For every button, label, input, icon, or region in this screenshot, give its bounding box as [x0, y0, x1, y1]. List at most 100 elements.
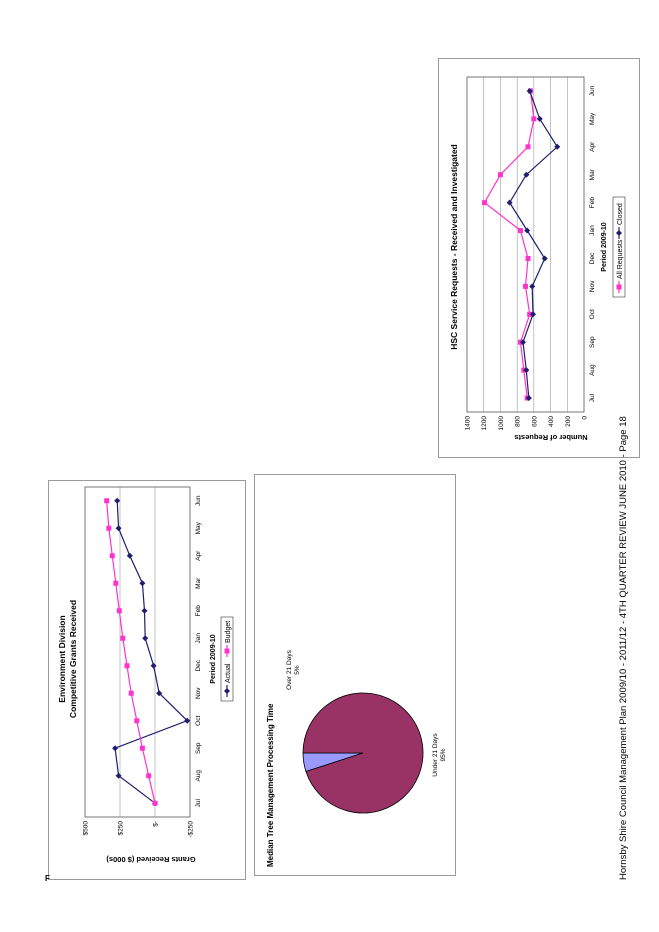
y-tick-label: -$250	[188, 821, 195, 838]
x-tick-label: Jul	[195, 799, 202, 808]
data-point	[113, 580, 119, 586]
data-point	[554, 143, 561, 150]
page-footer: Hornsby Shire Council Management Plan 20…	[618, 416, 629, 880]
x-tick-label: Oct	[589, 309, 596, 319]
x-tick-label: Sep	[589, 336, 596, 348]
hsc-ylabel: Number of Requests	[514, 433, 587, 442]
pie-under-pct: 95%	[440, 748, 447, 761]
pie-over-label: Over 21 Days	[286, 649, 293, 689]
x-tick-label: May	[589, 112, 596, 125]
data-point	[115, 525, 122, 532]
data-point	[114, 497, 121, 504]
x-tick-label: May	[195, 521, 202, 534]
legend-all-requests-marker	[616, 284, 622, 290]
tree-chart: Median Tree Management Processing Time O…	[266, 649, 447, 867]
y-tick-label: 1200	[481, 416, 488, 431]
data-point	[184, 717, 191, 724]
data-point	[527, 311, 533, 317]
x-tick-label: Apr	[195, 550, 202, 561]
legend-closed: Closed	[617, 203, 624, 225]
grants-ylabel: Grants Received ($ 000s)	[106, 855, 196, 864]
hsc-title: HSC Service Requests - Received and Inve…	[449, 144, 459, 350]
grants-legend: Actual Budget	[220, 616, 234, 702]
hsc-chart: HSC Service Requests - Received and Inve…	[449, 76, 626, 442]
y-tick-label: 600	[531, 416, 538, 427]
data-point	[482, 200, 488, 206]
x-tick-label: Mar	[589, 168, 596, 180]
data-point	[517, 228, 523, 234]
legend-closed-marker	[616, 230, 622, 236]
y-tick-label: $250	[118, 821, 125, 836]
data-point	[126, 552, 133, 559]
grants-xlabel: Period 2009-10	[210, 634, 217, 684]
y-tick-label: 1400	[465, 416, 472, 431]
series-line-all-requests	[483, 90, 535, 399]
legend-all-requests: All Requests	[617, 239, 624, 279]
x-tick-label: Dec	[195, 659, 202, 671]
tree-chart-panel: Median Tree Management Processing Time O…	[254, 474, 456, 876]
x-tick-label: Feb	[589, 197, 596, 209]
x-tick-label: Mar	[195, 577, 202, 589]
x-tick-label: Jan	[195, 633, 202, 644]
hsc-xlabel: Period 2009-10	[601, 222, 608, 272]
series-line-budget	[106, 500, 156, 804]
x-tick-label: Apr	[589, 141, 596, 152]
x-tick-label: Jan	[589, 225, 596, 236]
tree-title: Median Tree Management Processing Time	[266, 703, 275, 867]
data-point	[506, 199, 513, 206]
x-tick-label: Jun	[589, 85, 596, 96]
data-point	[497, 172, 503, 178]
y-tick-label: 800	[515, 416, 522, 427]
x-tick-label: Sep	[195, 742, 202, 754]
data-point	[115, 772, 122, 779]
series-line-closed	[508, 90, 559, 399]
grants-chart: Environment Division Competitive Grants …	[57, 486, 234, 864]
x-tick-label: Aug	[195, 770, 202, 782]
data-point	[156, 690, 163, 697]
pie-under-label: Under 21 Days	[432, 733, 439, 777]
y-tick-label: $500	[83, 821, 90, 836]
x-tick-label: Oct	[195, 716, 202, 726]
hsc-legend: All Requests Closed	[612, 196, 626, 298]
data-point	[124, 663, 130, 669]
data-point	[112, 745, 119, 752]
x-tick-label: Aug	[589, 364, 596, 376]
x-tick-label: Nov	[589, 280, 596, 292]
y-tick-label: 200	[565, 416, 572, 427]
pie-over-pct: 5%	[294, 665, 301, 675]
legend-budget-marker	[224, 648, 230, 654]
data-point	[116, 608, 122, 614]
data-point	[142, 635, 149, 642]
data-point	[525, 144, 531, 150]
y-tick-label: $-	[153, 821, 160, 827]
data-point	[525, 255, 531, 261]
data-point	[134, 718, 140, 724]
series-line-actual	[114, 500, 189, 804]
y-tick-label: 1000	[498, 416, 505, 431]
x-tick-label: Nov	[195, 687, 202, 699]
x-tick-label: Jul	[589, 393, 596, 402]
x-tick-label: Jun	[195, 495, 202, 506]
data-point	[523, 283, 528, 289]
data-point	[531, 116, 537, 122]
pie-slice-under-21-days	[302, 692, 424, 814]
plot-area	[84, 486, 191, 818]
data-point	[139, 745, 145, 751]
legend-actual: Actual	[225, 663, 232, 683]
data-point	[152, 800, 158, 806]
data-point	[146, 773, 152, 779]
data-point	[106, 525, 112, 531]
legend-budget: Budget	[225, 621, 232, 643]
data-point	[128, 690, 134, 696]
grants-chart-panel: Environment Division Competitive Grants …	[48, 480, 246, 880]
hsc-chart-panel: HSC Service Requests - Received and Inve…	[438, 58, 640, 458]
x-tick-label: Dec	[589, 252, 596, 264]
grants-title-line1: Environment Division	[57, 615, 67, 702]
y-tick-label: 0	[582, 416, 589, 420]
stray-mark: F	[45, 874, 50, 883]
y-tick-label: 400	[548, 416, 555, 427]
plot-area	[466, 76, 585, 413]
x-tick-label: Feb	[195, 605, 202, 617]
legend-actual-marker	[224, 688, 230, 694]
data-point	[120, 635, 126, 641]
